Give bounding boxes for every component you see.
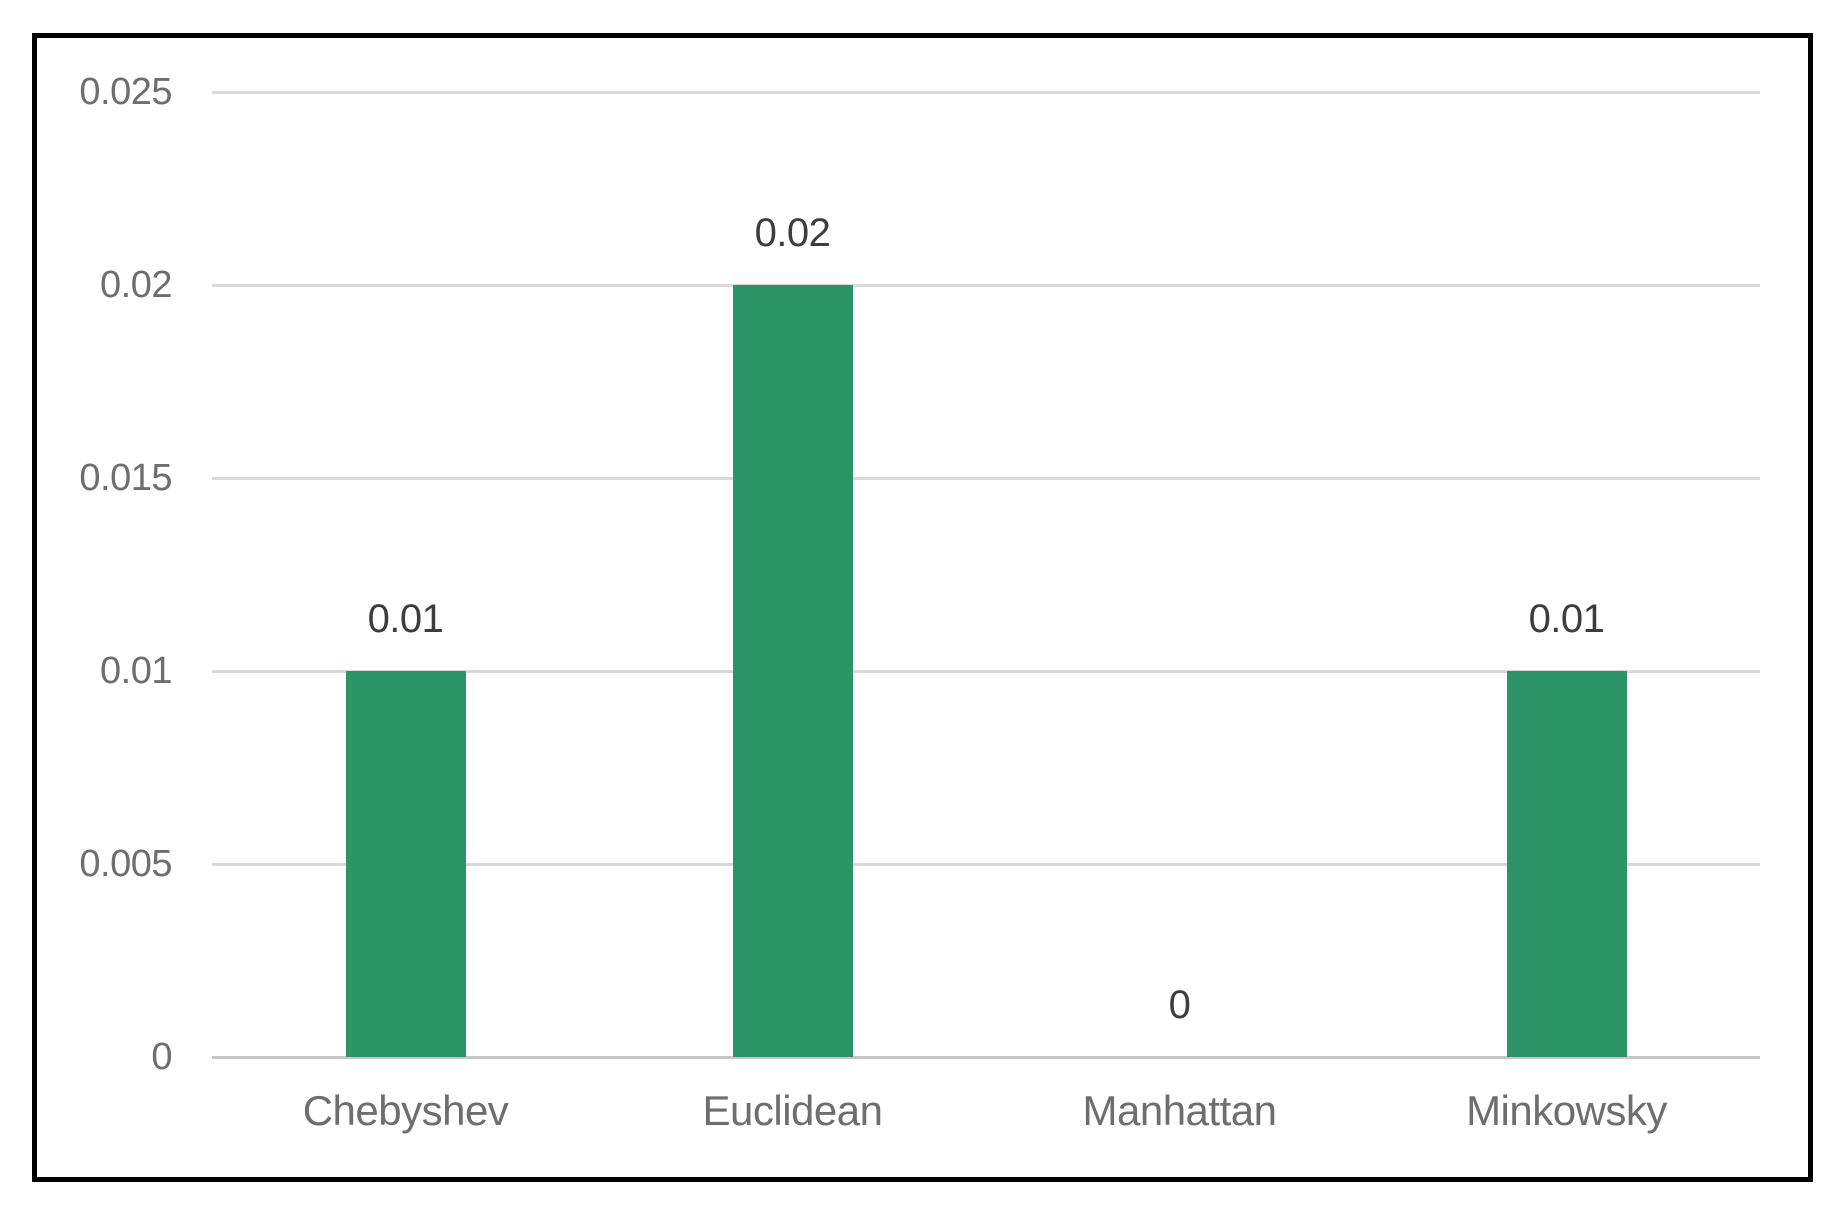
data-label-manhattan: 0 (1168, 983, 1191, 1027)
chart-frame: 0.01 0.02 0 0.01 Chebyshev Euclidean Manhatta… (32, 33, 1813, 1182)
x-tick-label-manhattan: Manhattan (1082, 1087, 1277, 1134)
x-tick-label-minkowsky: Minkowsky (1466, 1087, 1667, 1134)
data-label-minkowsky: 0.01 (1528, 597, 1605, 641)
gridline (212, 91, 1760, 94)
data-label-euclidean: 0.02 (754, 211, 831, 255)
gridline (212, 670, 1760, 673)
data-label-chebyshev: 0.01 (367, 597, 444, 641)
bar-euclidean (733, 285, 853, 1057)
y-tick-label: 0.005 (79, 843, 172, 885)
x-tick-label-euclidean: Euclidean (702, 1087, 883, 1134)
bar-minkowsky (1507, 671, 1627, 1057)
plot-area: 0.01 0.02 0 0.01 Chebyshev Euclidean Manhatta… (212, 91, 1760, 1134)
bar-chebyshev (346, 671, 466, 1057)
y-tick-label: 0.02 (100, 264, 172, 306)
y-tick-label: 0.015 (79, 457, 172, 499)
gridline (212, 863, 1760, 866)
gridline (212, 477, 1760, 480)
x-axis-line (212, 1056, 1760, 1059)
y-tick-label: 0 (151, 1036, 172, 1078)
gridline (212, 284, 1760, 287)
x-tick-label-chebyshev: Chebyshev (302, 1087, 509, 1134)
y-tick-label: 0.025 (79, 71, 172, 113)
y-tick-label: 0.01 (100, 650, 172, 692)
